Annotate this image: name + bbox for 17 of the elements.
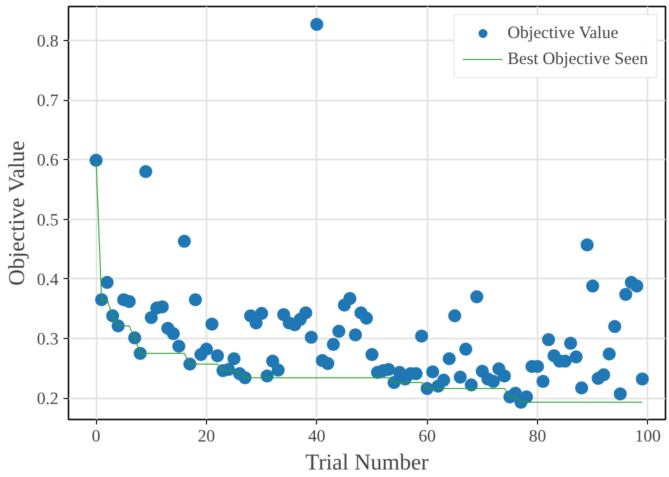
y-tick-label: 0.5: [36, 210, 59, 230]
y-tick-label: 0.2: [36, 389, 59, 408]
y-tick-label: 0.7: [36, 91, 59, 110]
x-tick-label: 100: [634, 426, 661, 446]
y-tick-label: 0.6: [36, 150, 59, 170]
y-axis-title: Objective Value: [4, 140, 29, 286]
legend-label: Objective Value: [507, 23, 618, 43]
x-tick-label: 60: [418, 426, 436, 446]
legend-label: Best Objective Seen: [507, 49, 648, 69]
y-tick-label: 0.3: [36, 329, 59, 348]
y-tick-label: 0.8: [36, 31, 59, 50]
x-tick-label: 0: [92, 426, 100, 446]
x-tick-label: 80: [528, 426, 546, 446]
x-tick-label: 40: [308, 426, 326, 446]
y-tick-label: 0.4: [36, 270, 59, 289]
x-axis-title: Trial Number: [305, 450, 430, 474]
x-tick-label: 20: [198, 426, 216, 446]
